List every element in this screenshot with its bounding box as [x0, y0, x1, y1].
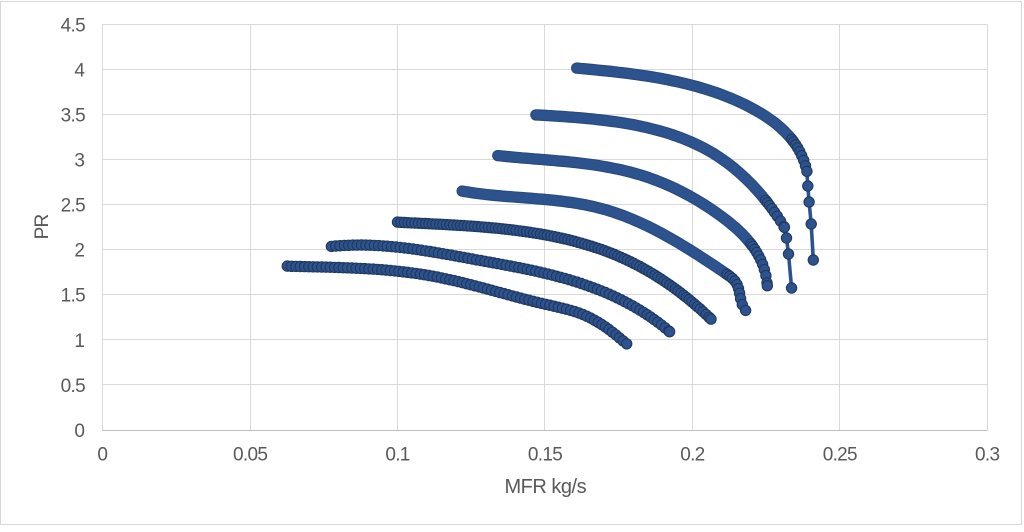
svg-text:0.1: 0.1 [385, 445, 409, 466]
svg-text:2: 2 [74, 241, 85, 262]
svg-text:PR: PR [32, 215, 53, 240]
svg-text:3: 3 [74, 151, 85, 172]
svg-text:1.5: 1.5 [61, 286, 85, 307]
svg-text:1: 1 [74, 331, 85, 352]
svg-text:0.25: 0.25 [823, 445, 857, 466]
svg-text:0: 0 [97, 445, 108, 466]
svg-text:0.3: 0.3 [975, 445, 999, 466]
svg-text:2.5: 2.5 [61, 196, 85, 217]
svg-text:0.15: 0.15 [528, 445, 562, 466]
svg-text:4: 4 [74, 61, 85, 82]
svg-text:0.2: 0.2 [680, 445, 704, 466]
svg-text:3.5: 3.5 [61, 106, 85, 127]
svg-text:0.05: 0.05 [233, 445, 267, 466]
svg-text:MFR kg/s: MFR kg/s [505, 476, 587, 498]
svg-text:0: 0 [74, 421, 85, 442]
svg-text:4.5: 4.5 [61, 15, 85, 36]
svg-text:0.5: 0.5 [61, 376, 85, 397]
